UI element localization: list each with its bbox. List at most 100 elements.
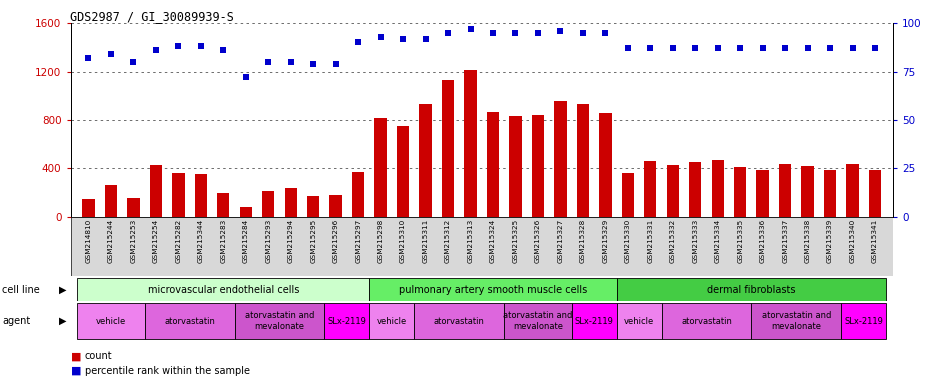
Text: pulmonary artery smooth muscle cells: pulmonary artery smooth muscle cells: [399, 285, 588, 295]
Bar: [262, 191, 274, 217]
Text: vehicle: vehicle: [96, 316, 126, 326]
Bar: [77, 303, 145, 339]
Bar: [689, 162, 701, 217]
Text: GSM215344: GSM215344: [197, 219, 204, 263]
Bar: [662, 303, 751, 339]
Text: GSM215332: GSM215332: [670, 219, 676, 263]
Bar: [419, 104, 431, 217]
Bar: [841, 303, 886, 339]
Bar: [555, 101, 567, 217]
Bar: [442, 80, 454, 217]
Bar: [235, 303, 324, 339]
Text: ▶: ▶: [59, 316, 67, 326]
Bar: [352, 172, 365, 217]
Text: SLx-2119: SLx-2119: [844, 316, 884, 326]
Text: atorvastatin: atorvastatin: [164, 316, 215, 326]
Bar: [621, 173, 634, 217]
Text: GSM215339: GSM215339: [827, 219, 833, 263]
Text: GSM215282: GSM215282: [176, 219, 181, 263]
Text: GSM215329: GSM215329: [603, 219, 608, 263]
Bar: [195, 174, 207, 217]
Bar: [577, 104, 589, 217]
Text: GSM215340: GSM215340: [850, 219, 855, 263]
Text: GSM215324: GSM215324: [490, 219, 496, 263]
Text: count: count: [85, 351, 112, 361]
Text: GSM215334: GSM215334: [714, 219, 721, 263]
Bar: [504, 303, 572, 339]
Bar: [374, 118, 386, 217]
Bar: [487, 111, 499, 217]
Text: atorvastatin and
mevalonate: atorvastatin and mevalonate: [244, 311, 314, 331]
Text: GSM215333: GSM215333: [692, 219, 698, 263]
Text: cell line: cell line: [2, 285, 39, 295]
Bar: [285, 189, 297, 217]
Text: GDS2987 / GI_30089939-S: GDS2987 / GI_30089939-S: [70, 10, 234, 23]
Bar: [324, 303, 369, 339]
Text: GSM215328: GSM215328: [580, 219, 586, 263]
Bar: [509, 116, 522, 217]
Text: GSM215295: GSM215295: [310, 219, 316, 263]
Bar: [666, 165, 679, 217]
Bar: [77, 278, 369, 301]
Text: GSM215284: GSM215284: [243, 219, 249, 263]
Text: GSM215298: GSM215298: [378, 219, 384, 263]
Text: GSM215327: GSM215327: [557, 219, 563, 263]
Text: atorvastatin: atorvastatin: [434, 316, 485, 326]
Text: ■: ■: [70, 351, 81, 361]
Bar: [145, 303, 235, 339]
Text: GSM215283: GSM215283: [220, 219, 227, 263]
Text: atorvastatin and
mevalonate: atorvastatin and mevalonate: [761, 311, 831, 331]
Text: dermal fibroblasts: dermal fibroblasts: [707, 285, 795, 295]
Text: GSM215311: GSM215311: [423, 219, 429, 263]
Text: GSM215330: GSM215330: [625, 219, 631, 263]
Bar: [572, 303, 617, 339]
Bar: [802, 166, 814, 217]
Bar: [644, 161, 656, 217]
Bar: [869, 170, 881, 217]
Bar: [712, 160, 724, 217]
Bar: [83, 199, 95, 217]
Text: vehicle: vehicle: [624, 316, 654, 326]
Bar: [149, 165, 162, 217]
Text: ▶: ▶: [59, 285, 67, 295]
Bar: [415, 303, 504, 339]
Text: SLx-2119: SLx-2119: [327, 316, 367, 326]
Text: GSM215297: GSM215297: [355, 219, 361, 263]
Text: atorvastatin and
mevalonate: atorvastatin and mevalonate: [503, 311, 572, 331]
Bar: [464, 70, 477, 217]
Bar: [846, 164, 859, 217]
Text: GSM215254: GSM215254: [153, 219, 159, 263]
Bar: [617, 278, 886, 301]
Text: GSM215253: GSM215253: [131, 219, 136, 263]
Bar: [532, 115, 544, 217]
Text: GSM215338: GSM215338: [805, 219, 810, 263]
Text: vehicle: vehicle: [377, 316, 407, 326]
Bar: [172, 173, 184, 217]
Bar: [369, 278, 617, 301]
Text: atorvastatin: atorvastatin: [682, 316, 732, 326]
Text: agent: agent: [2, 316, 30, 326]
Text: GSM215325: GSM215325: [512, 219, 519, 263]
Bar: [217, 193, 229, 217]
Text: GSM215331: GSM215331: [648, 219, 653, 263]
Bar: [397, 126, 409, 217]
Text: GSM215341: GSM215341: [872, 219, 878, 263]
Text: GSM215326: GSM215326: [535, 219, 540, 263]
Text: percentile rank within the sample: percentile rank within the sample: [85, 366, 250, 376]
Bar: [823, 170, 837, 217]
Text: GSM215310: GSM215310: [400, 219, 406, 263]
Bar: [127, 198, 140, 217]
Bar: [757, 170, 769, 217]
Text: GSM215336: GSM215336: [760, 219, 766, 263]
Text: GSM215293: GSM215293: [265, 219, 272, 263]
Text: GSM214810: GSM214810: [86, 219, 91, 263]
Bar: [779, 164, 791, 217]
Text: GSM215296: GSM215296: [333, 219, 338, 263]
Text: GSM215313: GSM215313: [467, 219, 474, 263]
Bar: [330, 195, 342, 217]
Bar: [369, 303, 415, 339]
Bar: [617, 303, 662, 339]
Bar: [104, 185, 118, 217]
Bar: [307, 196, 320, 217]
Bar: [734, 167, 746, 217]
